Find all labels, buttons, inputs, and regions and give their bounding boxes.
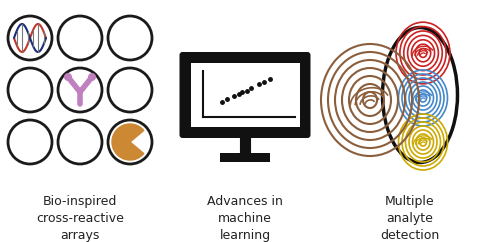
- Circle shape: [108, 16, 152, 60]
- Text: Bio-inspired
cross-reactive
arrays: Bio-inspired cross-reactive arrays: [36, 195, 124, 242]
- Circle shape: [8, 120, 52, 164]
- Text: Multiple
analyte
detection: Multiple analyte detection: [380, 195, 440, 242]
- Circle shape: [8, 68, 52, 112]
- Ellipse shape: [382, 28, 458, 162]
- Circle shape: [64, 73, 72, 81]
- Bar: [190, 63, 300, 127]
- Circle shape: [58, 120, 102, 164]
- Circle shape: [58, 68, 102, 112]
- Circle shape: [8, 16, 52, 60]
- Circle shape: [108, 68, 152, 112]
- Bar: [220, 153, 270, 162]
- Text: Advances in
machine
learning: Advances in machine learning: [207, 195, 283, 242]
- Circle shape: [58, 16, 102, 60]
- Wedge shape: [112, 124, 144, 160]
- Circle shape: [88, 73, 96, 81]
- FancyBboxPatch shape: [180, 52, 310, 138]
- Circle shape: [108, 120, 152, 164]
